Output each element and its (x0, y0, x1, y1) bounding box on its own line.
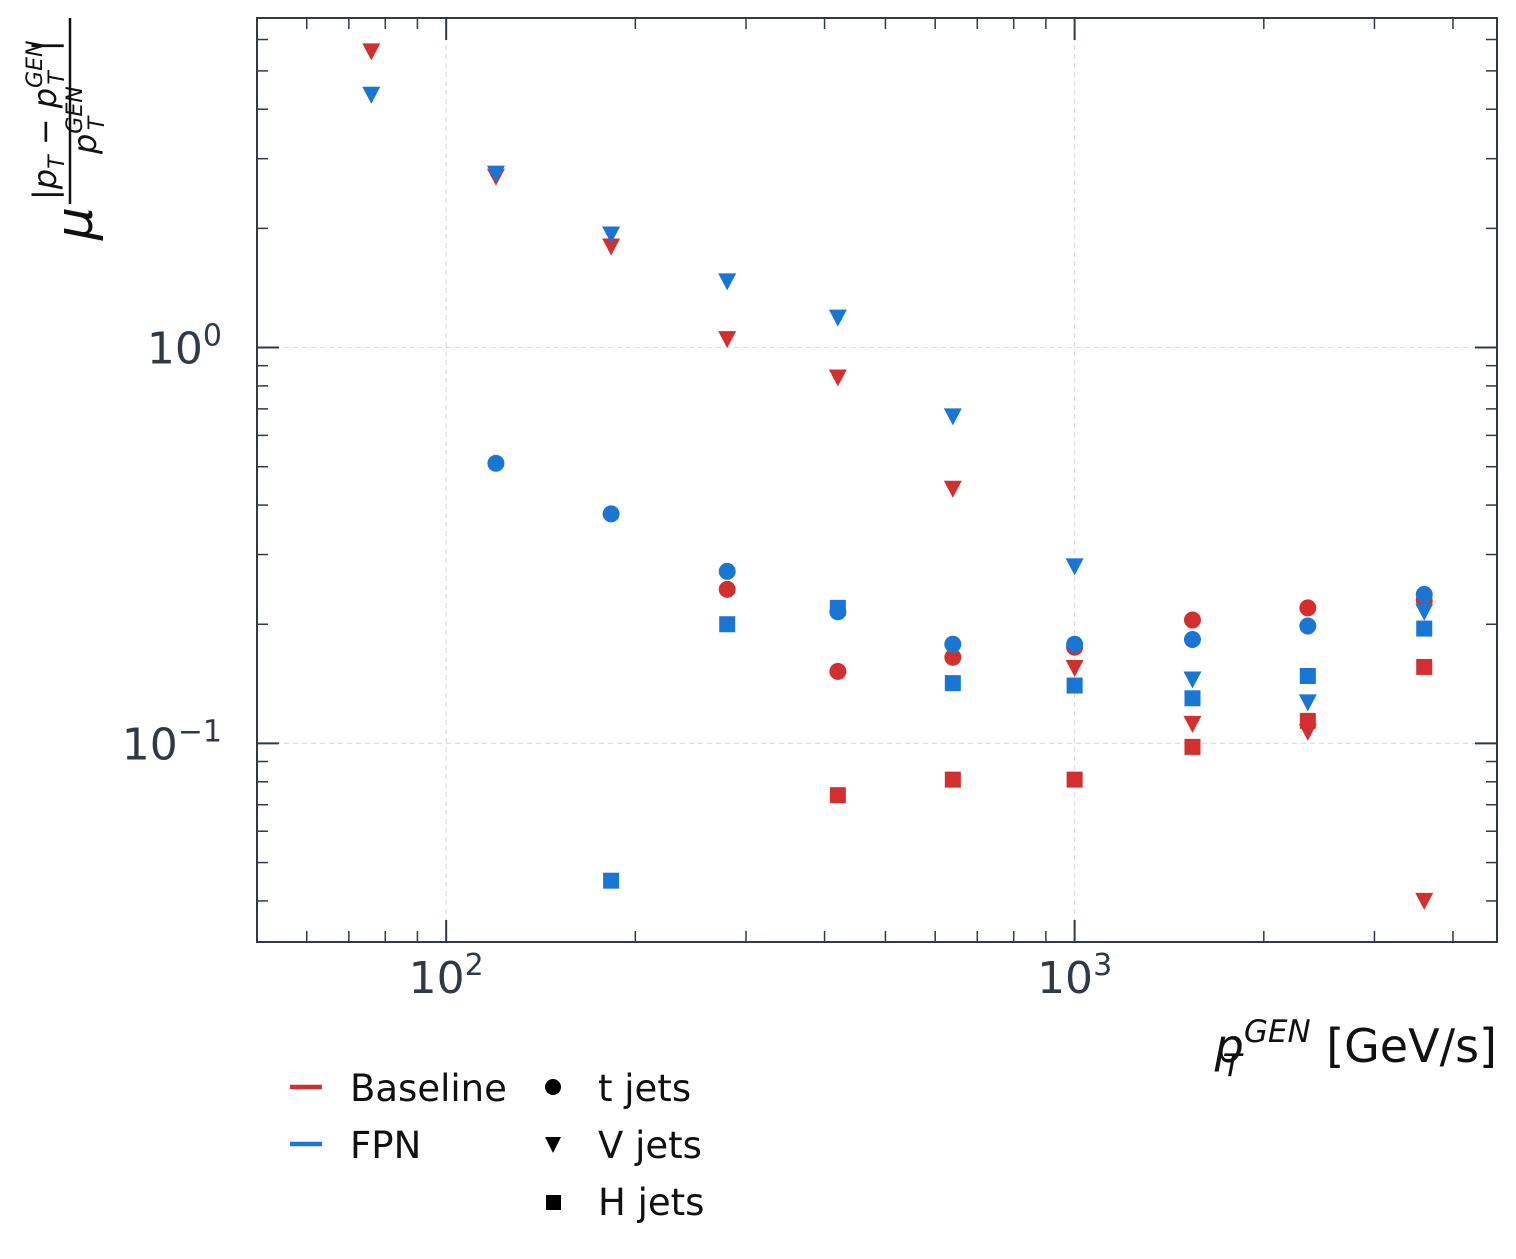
point-baseline-v-jets (1183, 715, 1202, 733)
point-fpn-v-jets (1183, 671, 1202, 689)
x-tick-label: 103 (1037, 948, 1112, 1004)
point-fpn-t-jets (1299, 617, 1317, 635)
point-baseline-v-jets (1065, 660, 1084, 678)
point-baseline-v-jets (718, 331, 737, 349)
point-baseline-t-jets (829, 662, 847, 680)
plot-frame (256, 17, 1498, 943)
legend-label-fpn: FPN (350, 1124, 421, 1167)
point-fpn-v-jets (718, 273, 737, 291)
point-fpn-t-jets (1183, 631, 1201, 649)
y-tick-label: 100 (147, 319, 222, 375)
legend-marker-circle (545, 1079, 561, 1095)
x-tick-label: 102 (409, 948, 484, 1004)
legend: Baseline FPN t jets V jets H jets (290, 1067, 704, 1224)
point-baseline-t-jets (718, 580, 736, 598)
point-baseline-v-jets (943, 480, 962, 498)
point-fpn-h-jets (603, 872, 620, 889)
y-axis-label-denominator: pGENT (63, 86, 110, 155)
point-baseline-h-jets (1184, 738, 1201, 755)
point-baseline-v-jets (602, 238, 621, 256)
x-axis-label-unit: [GeV/s] (1326, 1019, 1497, 1073)
y-axis-label: μ |pT − pGENT| pGENT (23, 18, 110, 241)
point-fpn-h-jets (1184, 690, 1201, 707)
x-axis-label-sub: T (1223, 1048, 1244, 1084)
point-baseline-h-jets (1416, 658, 1433, 675)
x-axis-label-sup: GEN (1244, 1014, 1311, 1050)
point-fpn-t-jets (1066, 635, 1084, 653)
point-fpn-v-jets (828, 309, 847, 327)
legend-marker-triangle (545, 1137, 561, 1153)
y-axis-label-numerator: |pT − pGENT| (23, 40, 70, 200)
point-fpn-h-jets (1416, 620, 1433, 637)
point-baseline-v-jets (362, 43, 381, 61)
point-baseline-h-jets (829, 787, 846, 804)
legend-label-v-jets: V jets (598, 1124, 702, 1167)
point-fpn-t-jets (1415, 585, 1433, 603)
point-fpn-v-jets (943, 408, 962, 426)
point-fpn-h-jets (1066, 677, 1083, 694)
point-fpn-t-jets (944, 635, 962, 653)
point-baseline-h-jets (1299, 712, 1316, 729)
point-fpn-v-jets (602, 226, 621, 244)
legend-label-t-jets: t jets (598, 1067, 691, 1110)
legend-marker-square (546, 1195, 561, 1210)
y-tick-label: 10−1 (122, 714, 222, 770)
tick-labels: 102 103 100 10−1 (122, 319, 1112, 1004)
point-fpn-v-jets (1065, 558, 1084, 576)
point-fpn-h-jets (944, 675, 961, 692)
x-axis-label-space (1312, 1019, 1327, 1073)
point-fpn-v-jets (486, 165, 505, 183)
point-fpn-h-jets (719, 616, 736, 633)
point-baseline-t-jets (1183, 611, 1201, 629)
x-axis-label-var: p (1214, 1019, 1244, 1073)
point-fpn-v-jets (1298, 694, 1317, 712)
point-fpn-v-jets (362, 86, 381, 104)
point-fpn-t-jets (718, 562, 736, 580)
point-baseline-t-jets (944, 648, 962, 666)
point-baseline-h-jets (1066, 771, 1083, 788)
data-points (362, 43, 1434, 910)
y-axis-label-mu: μ (45, 207, 105, 241)
point-fpn-h-jets (1299, 668, 1316, 685)
point-baseline-v-jets (1415, 892, 1434, 910)
point-fpn-v-jets (1415, 603, 1434, 621)
point-baseline-h-jets (944, 771, 961, 788)
legend-label-baseline: Baseline (350, 1067, 507, 1110)
point-fpn-h-jets (829, 599, 846, 616)
minor-ticks (257, 18, 1497, 942)
point-fpn-t-jets (487, 454, 505, 472)
grid (257, 18, 1497, 942)
x-axis-label: pGEN T [GeV/s] (1214, 1014, 1497, 1084)
point-baseline-v-jets (828, 369, 847, 387)
point-fpn-t-jets (602, 505, 620, 523)
point-baseline-t-jets (1299, 599, 1317, 617)
legend-label-h-jets: H jets (598, 1181, 704, 1224)
